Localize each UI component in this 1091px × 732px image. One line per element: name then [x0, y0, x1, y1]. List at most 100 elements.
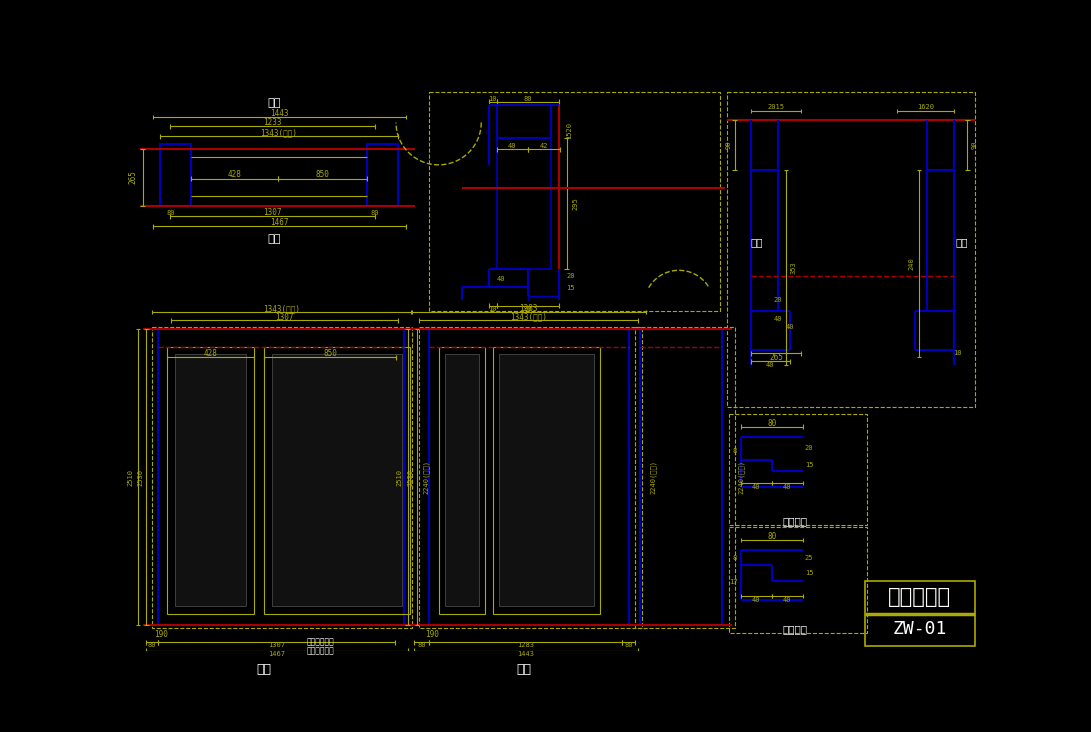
Text: 40: 40: [496, 276, 505, 282]
Bar: [159, 144, 191, 206]
Bar: [368, 144, 398, 206]
Text: 428: 428: [204, 349, 218, 358]
Text: 20: 20: [805, 445, 813, 451]
Bar: [272, 354, 403, 606]
Text: 90: 90: [726, 141, 731, 149]
Text: 2240(外框): 2240(外框): [423, 460, 430, 494]
Text: 428: 428: [228, 171, 241, 179]
Text: 门窞刀型: 门窞刀型: [782, 516, 807, 526]
Bar: [729, 414, 867, 525]
Text: 1467: 1467: [268, 651, 285, 657]
Bar: [727, 92, 975, 408]
Text: 80: 80: [166, 210, 175, 217]
Text: 90: 90: [524, 306, 532, 312]
Text: 850: 850: [315, 171, 329, 179]
Bar: [167, 346, 254, 613]
Text: 正反倒座数装: 正反倒座数装: [307, 638, 335, 647]
Text: 850: 850: [323, 349, 337, 358]
Text: 1343(外框): 1343(外框): [263, 305, 300, 313]
Text: 20: 20: [566, 274, 575, 280]
Text: 出货，分左右: 出货，分左右: [307, 646, 335, 655]
Text: 190: 190: [154, 630, 168, 639]
Text: 正面: 正面: [956, 237, 968, 247]
Text: 1443: 1443: [517, 651, 535, 657]
Text: 2510: 2510: [397, 468, 403, 485]
Text: 1283: 1283: [517, 642, 535, 649]
Bar: [439, 346, 485, 613]
Text: 1620: 1620: [918, 104, 934, 110]
Text: 240: 240: [909, 258, 914, 270]
Text: 1520: 1520: [566, 122, 572, 138]
Text: 40: 40: [766, 362, 775, 368]
Text: 80: 80: [418, 642, 425, 649]
Text: 2510: 2510: [128, 468, 133, 485]
Text: 80: 80: [767, 419, 777, 428]
Bar: [635, 327, 734, 628]
Text: 42: 42: [540, 143, 549, 149]
Text: 80: 80: [371, 210, 380, 217]
Text: 80: 80: [624, 642, 633, 649]
Bar: [499, 354, 594, 606]
Bar: [176, 354, 247, 606]
Text: 反面: 反面: [267, 234, 281, 244]
Text: 8: 8: [732, 447, 736, 454]
Text: 8: 8: [732, 555, 736, 561]
Bar: [640, 329, 721, 625]
Text: 10: 10: [954, 351, 962, 356]
Text: 40: 40: [774, 315, 782, 322]
Text: 1233: 1233: [264, 118, 283, 127]
Text: 正面: 正面: [267, 98, 281, 108]
Text: 主卧子母门: 主卧子母门: [888, 587, 951, 607]
Text: 25: 25: [805, 555, 813, 561]
Bar: [264, 346, 410, 613]
Text: 90: 90: [972, 141, 978, 149]
Text: 10: 10: [489, 306, 497, 312]
Text: 腭座大拼: 腭座大拼: [782, 624, 807, 634]
Text: 40: 40: [752, 484, 760, 490]
Text: 1467: 1467: [271, 218, 289, 227]
Text: 1283: 1283: [519, 305, 538, 313]
Text: 190: 190: [425, 630, 440, 639]
Bar: [493, 346, 600, 613]
Text: ZW-01: ZW-01: [892, 620, 947, 638]
Bar: [496, 138, 551, 269]
Text: 1343(外框): 1343(外框): [509, 313, 547, 322]
Text: 40: 40: [508, 143, 516, 149]
Bar: [430, 329, 628, 625]
Text: 40: 40: [783, 597, 792, 603]
Bar: [445, 354, 479, 606]
Text: 15: 15: [566, 285, 575, 291]
Text: 20: 20: [774, 296, 782, 302]
Text: 2015: 2015: [768, 104, 784, 110]
Text: 80: 80: [524, 96, 532, 102]
Text: 2240(外框): 2240(外框): [738, 460, 744, 494]
Text: 反面: 反面: [751, 237, 763, 247]
Text: 2530: 2530: [408, 468, 413, 485]
Bar: [865, 580, 975, 646]
Bar: [158, 329, 404, 625]
Text: 40: 40: [783, 484, 792, 490]
Text: 40: 40: [752, 597, 760, 603]
Text: 17: 17: [729, 579, 738, 585]
Text: 反面: 反面: [256, 663, 272, 676]
Bar: [729, 527, 867, 633]
Bar: [430, 92, 720, 311]
Text: 265: 265: [769, 353, 783, 362]
Text: 2240(外框): 2240(外框): [650, 460, 657, 494]
Text: 1307: 1307: [264, 208, 283, 217]
Text: 40: 40: [786, 324, 794, 329]
Text: 80: 80: [767, 532, 777, 541]
Text: 1307: 1307: [275, 313, 293, 322]
Text: 1307: 1307: [268, 642, 285, 649]
Text: 1443: 1443: [271, 109, 289, 118]
Bar: [419, 327, 642, 628]
Text: 265: 265: [129, 171, 137, 184]
Text: 295: 295: [573, 197, 579, 209]
Bar: [152, 327, 412, 628]
Text: 15: 15: [805, 462, 813, 468]
Text: 80: 80: [147, 642, 156, 649]
Text: 正面: 正面: [516, 663, 531, 676]
Text: 15: 15: [805, 570, 813, 576]
Text: 2530: 2530: [137, 468, 143, 485]
Text: 10: 10: [489, 96, 497, 102]
